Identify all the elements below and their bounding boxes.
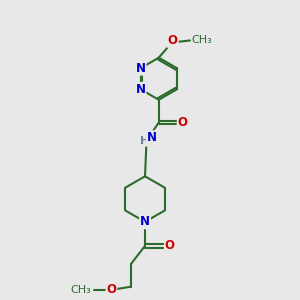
Text: H: H xyxy=(140,136,150,146)
Text: O: O xyxy=(106,283,116,296)
Text: O: O xyxy=(168,34,178,47)
Text: O: O xyxy=(165,239,175,252)
Text: N: N xyxy=(136,62,146,75)
Text: CH₃: CH₃ xyxy=(70,285,91,295)
Text: CH₃: CH₃ xyxy=(191,35,212,46)
Text: O: O xyxy=(178,116,188,129)
Text: N: N xyxy=(140,215,150,228)
Text: N: N xyxy=(147,131,157,144)
Text: N: N xyxy=(136,83,146,96)
